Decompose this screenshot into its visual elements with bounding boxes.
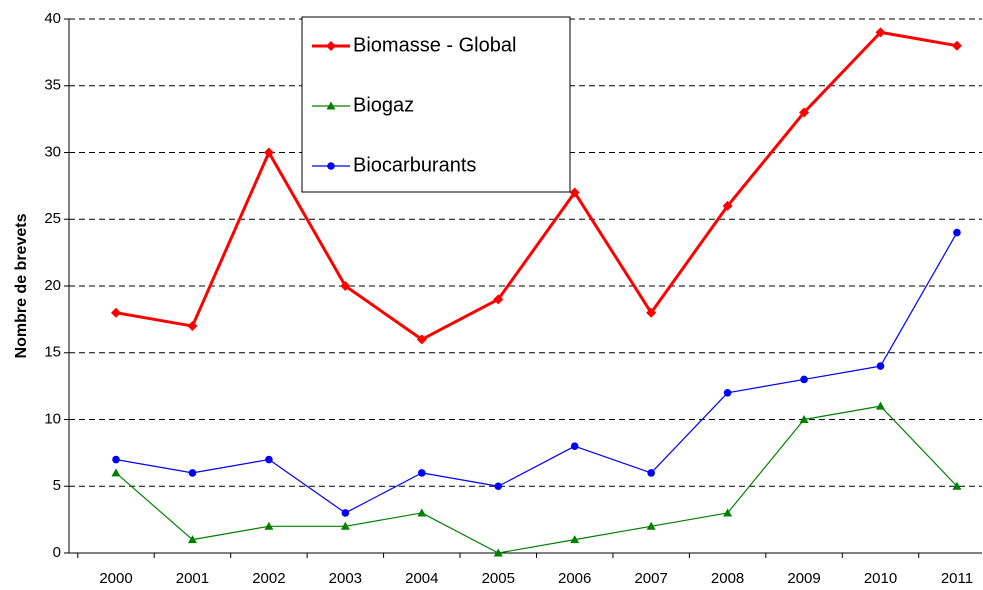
series-line	[115, 232, 958, 514]
marker	[187, 321, 198, 332]
x-tick-label: 2005	[482, 570, 515, 587]
legend: Biomasse - Global Biogaz Biocarburants	[301, 16, 571, 193]
marker	[265, 455, 273, 464]
marker	[647, 469, 655, 477]
y-tick-label: 5	[53, 477, 61, 494]
marker	[493, 294, 504, 305]
x-tick-label: 2004	[405, 570, 438, 587]
marker	[418, 469, 426, 477]
marker	[876, 401, 885, 410]
marker	[646, 307, 657, 318]
marker	[264, 521, 274, 530]
marker	[722, 200, 733, 211]
marker	[952, 481, 962, 490]
marker	[111, 468, 121, 477]
y-tick-label: 0	[53, 544, 61, 561]
x-tick-label: 2011	[941, 570, 973, 587]
y-axis-label: Nombre de brevets	[13, 213, 30, 358]
marker	[951, 40, 962, 51]
x-tick-label: 2010	[864, 570, 897, 587]
y-tick-label: 35	[44, 77, 61, 94]
marker	[799, 415, 809, 423]
legend-marker	[326, 101, 336, 110]
marker	[646, 521, 656, 530]
x-tick-label: 2003	[329, 570, 362, 587]
series-line	[115, 405, 958, 554]
legend-marker	[327, 162, 335, 170]
x-tick-label: 2002	[252, 570, 285, 587]
marker	[112, 455, 120, 464]
x-tick-label: 2007	[634, 570, 667, 587]
y-tick-label: 15	[44, 344, 61, 361]
legend-label: Biocarburants	[353, 154, 476, 176]
marker	[876, 362, 885, 370]
marker	[417, 508, 427, 517]
legend-label: Biomasse - Global	[353, 34, 516, 56]
marker	[569, 187, 580, 198]
x-tick-label: 2009	[787, 570, 820, 587]
y-tick-label: 20	[44, 277, 61, 294]
series-line	[115, 30, 958, 341]
marker	[263, 147, 274, 158]
y-tick-label: 40	[44, 10, 61, 27]
marker	[875, 27, 886, 38]
marker	[111, 307, 121, 318]
marker	[340, 521, 350, 530]
x-tick-label: 2000	[99, 570, 132, 587]
x-tick-label: 2006	[558, 570, 591, 587]
marker	[340, 281, 351, 291]
y-tick-label: 10	[44, 410, 61, 427]
marker	[723, 508, 733, 517]
marker	[570, 442, 579, 451]
marker	[341, 509, 350, 517]
x-tick-label: 2001	[176, 570, 209, 587]
marker	[188, 469, 197, 477]
marker	[416, 334, 427, 345]
marker	[570, 535, 580, 544]
legend-marker	[326, 41, 336, 51]
marker	[723, 389, 732, 397]
marker	[800, 375, 808, 384]
legend-label: Biogaz	[353, 94, 414, 116]
marker	[494, 482, 503, 491]
marker	[953, 228, 961, 237]
x-tick-label: 2008	[711, 570, 744, 587]
marker	[187, 535, 197, 544]
marker	[799, 107, 810, 118]
marker	[493, 548, 503, 557]
y-tick-label: 30	[44, 143, 61, 160]
y-tick-label: 25	[44, 210, 61, 227]
